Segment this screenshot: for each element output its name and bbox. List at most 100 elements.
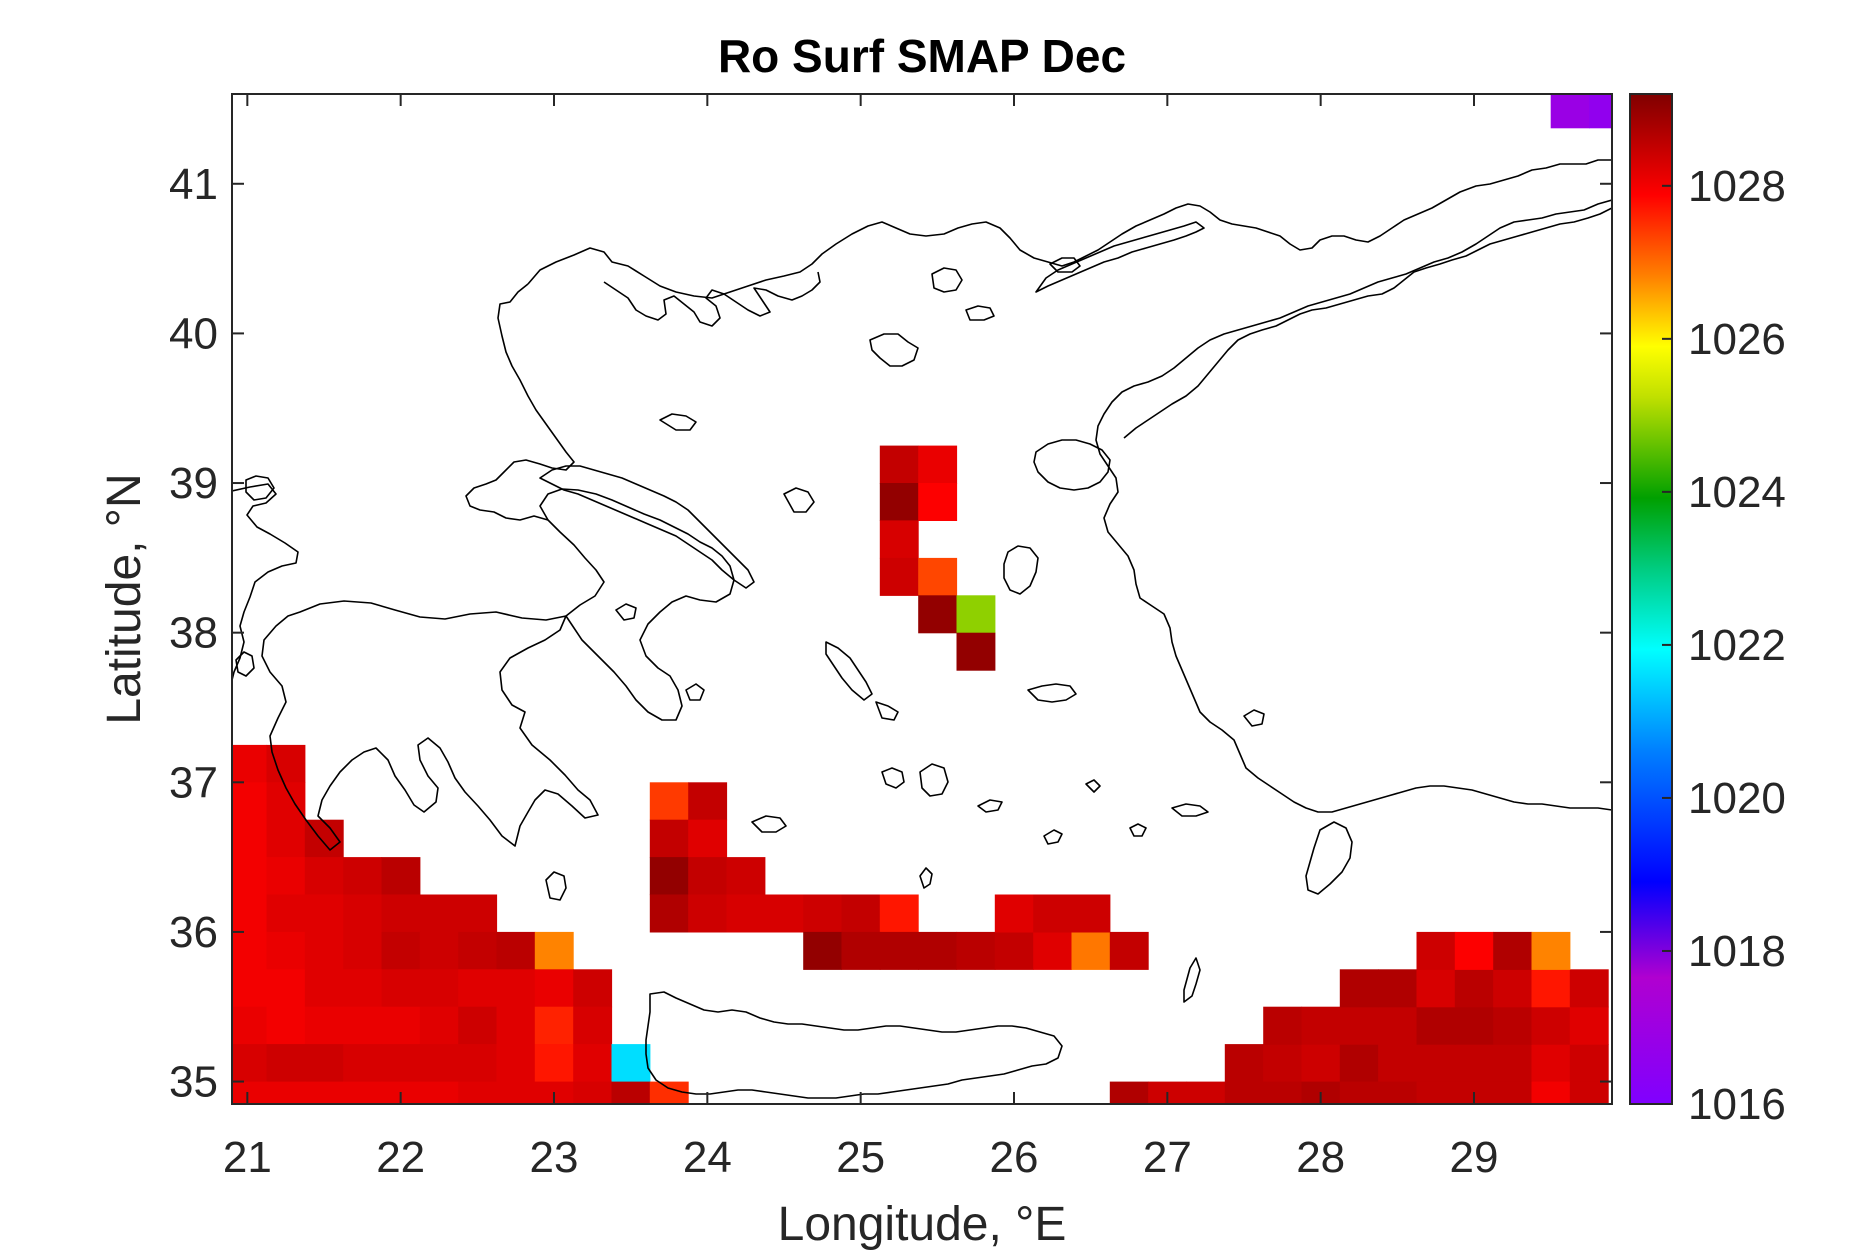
coastline-north-greece-inner (465, 283, 575, 521)
density-cell (232, 969, 268, 1008)
density-cell (956, 595, 996, 634)
density-cell (266, 894, 306, 933)
density-cell (266, 857, 306, 896)
density-cell (611, 1081, 651, 1104)
x-tick-label: 21 (223, 1133, 272, 1182)
density-cell (232, 782, 268, 821)
y-tick-label: 38 (169, 609, 218, 658)
density-cell (879, 520, 919, 559)
density-cell (381, 969, 421, 1008)
plot-frame (231, 93, 1613, 1105)
chart-title: Ro Surf SMAP Dec (718, 30, 1126, 82)
x-tick-label: 29 (1450, 1133, 1499, 1182)
y-axis-label: Latitude, °N (98, 473, 151, 724)
density-cell (1493, 931, 1533, 970)
density-cell (304, 931, 344, 970)
density-cell (1531, 1044, 1571, 1083)
coastline-paros (881, 767, 905, 789)
colorbar-tick-label: 1028 (1688, 162, 1786, 211)
density-cell (343, 1044, 383, 1083)
y-tick-label: 36 (169, 908, 218, 957)
density-cell (879, 445, 919, 484)
density-cell (879, 894, 919, 933)
density-cell (1378, 1044, 1418, 1083)
coastline-peloponnese (261, 600, 599, 851)
coastline-kefalonia (245, 475, 275, 501)
density-cell (1339, 1044, 1379, 1083)
coastline-aegina (615, 603, 637, 621)
y-tick-label: 35 (169, 1058, 218, 1107)
density-cell (1416, 931, 1456, 970)
density-cell (458, 1044, 498, 1083)
density-cell (266, 1044, 306, 1083)
density-cell (1301, 1006, 1341, 1045)
density-cell (1378, 1006, 1418, 1045)
coastline-crete (645, 991, 1063, 1099)
coastline-santorini (919, 867, 933, 889)
density-cell (918, 445, 958, 484)
colorbar-tick-label: 1018 (1688, 927, 1786, 976)
density-cell (534, 1044, 574, 1083)
density-cell (496, 1081, 536, 1104)
density-cell (1339, 1006, 1379, 1045)
coastline-rhodes (1305, 821, 1353, 895)
density-cell (649, 782, 689, 821)
coastline-sporades (659, 413, 697, 431)
density-cell (304, 857, 344, 896)
density-cell (304, 1006, 344, 1045)
density-cell (343, 931, 383, 970)
density-cell (1531, 931, 1571, 970)
density-cell (1416, 1044, 1456, 1083)
colorbar-tick-label: 1016 (1688, 1080, 1786, 1129)
density-cell (496, 931, 536, 970)
density-cell (266, 1006, 306, 1045)
coastline-amorgos (977, 799, 1003, 813)
density-cell (803, 894, 843, 933)
density-cell (1224, 1044, 1264, 1083)
coastline-milos (751, 815, 787, 833)
density-cell (573, 1044, 613, 1083)
density-cell (232, 931, 268, 970)
density-cell (1493, 1081, 1533, 1104)
density-cell (343, 894, 383, 933)
x-tick-label: 25 (836, 1133, 885, 1182)
density-cell (1569, 1006, 1609, 1045)
density-cell (304, 1044, 344, 1083)
density-cell (1569, 1081, 1609, 1104)
coastline-dodecanese-a (1129, 823, 1147, 837)
x-tick-label: 23 (530, 1133, 579, 1182)
density-cell (1071, 931, 1111, 970)
density-cell (232, 744, 268, 783)
density-cell (1109, 931, 1149, 970)
density-cell (1493, 969, 1533, 1008)
density-cell (458, 931, 498, 970)
coastline-skyros (783, 487, 815, 513)
density-cell (266, 744, 306, 783)
density-cell (879, 483, 919, 521)
density-cell (688, 857, 728, 896)
density-cell (381, 1006, 421, 1045)
density-cell (1109, 1081, 1149, 1104)
density-cell (266, 969, 306, 1008)
coastline-lesvos (1033, 439, 1111, 491)
density-cell (726, 894, 766, 933)
density-cells (232, 94, 1612, 1104)
density-cell (1531, 969, 1571, 1008)
x-axis: 21 22 23 24 25 26 27 28 29 (223, 94, 1499, 1182)
density-cell (381, 894, 421, 933)
coastline-astypalaia (1043, 829, 1063, 845)
coastline-kos (1171, 803, 1209, 817)
coastline-mainland-east (539, 488, 735, 721)
density-cell (496, 1044, 536, 1083)
density-cell (688, 782, 728, 821)
coastline (232, 159, 1612, 1099)
y-tick-label: 39 (169, 459, 218, 508)
colorbar-ticks: 1016 1018 1020 1022 1024 1026 1028 (1662, 162, 1786, 1129)
density-cell (649, 1081, 689, 1104)
density-cell (304, 969, 344, 1008)
density-cell (232, 1044, 268, 1083)
density-cell (458, 1081, 498, 1104)
density-cell (726, 857, 766, 896)
density-cell (649, 894, 689, 933)
